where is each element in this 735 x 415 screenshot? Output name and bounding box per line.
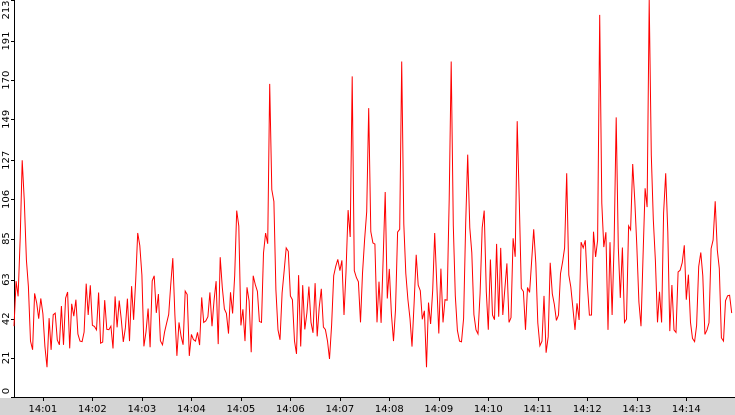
y-tick-label: 0 [1,388,12,394]
y-tick-label: 213 [1,0,12,19]
x-tick-label: 14:14 [672,404,701,415]
x-tick-label: 14:07 [325,404,354,415]
x-tick-label: 14:11 [523,404,552,415]
series-line [13,0,733,368]
x-tick-label: 14:12 [573,404,602,415]
x-tick-label: 14:13 [622,404,651,415]
x-tick-label: 14:09 [424,404,453,415]
y-tick-label: 21 [1,351,12,364]
y-tick-label: 149 [1,110,12,129]
x-tick-label: 14:06 [276,404,305,415]
x-tick-label: 14:04 [177,404,206,415]
x-tick-label: 14:05 [226,404,255,415]
x-tick-label: 14:08 [375,404,404,415]
footer-bar [0,398,735,415]
y-tick-label: 85 [1,232,12,245]
y-tick-label: 127 [1,151,12,170]
x-tick-label: 14:02 [78,404,107,415]
y-tick-label: 63 [1,273,12,286]
y-tick-label: 191 [1,31,12,50]
x-tick-label: 14:01 [28,404,57,415]
x-axis: 14:01 14:02 14:03 14:04 14:05 14:06 14:07 14:08… [14,397,735,415]
y-tick-label: 106 [1,190,12,209]
series-layer [13,0,733,368]
x-tick-label: 14:03 [127,404,156,415]
y-tick-label: 170 [1,71,12,90]
x-tick-label: 14:10 [474,404,503,415]
y-axis: 0 21 42 63 85 106 127 149 170 191 213 [1,0,15,398]
y-tick-label: 42 [1,312,12,325]
